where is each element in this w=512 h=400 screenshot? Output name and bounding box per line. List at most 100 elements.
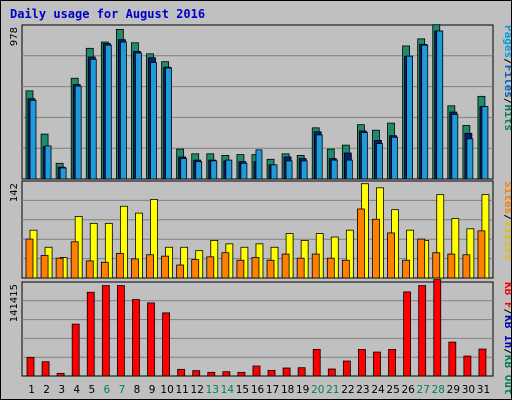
kb-bar [373,351,381,377]
pages-bar [89,58,97,180]
kb-bar [358,349,366,377]
kb-bar [448,341,457,377]
y-max-label: 141415 [9,284,20,322]
pages-bar [330,159,338,180]
sites-bar [115,253,124,279]
kb-bar [433,279,442,377]
visits-bar [436,194,445,279]
pages-bar [135,52,142,180]
pages-bar [345,159,353,180]
legend-entry: Sites [502,181,511,214]
x-tick-label: 5 [88,384,95,396]
kb-bar [177,368,186,377]
x-tick-label: 13 [206,384,219,396]
kb-bar [403,291,412,377]
x-tick-label: 4 [73,384,80,396]
pages-bar [315,134,323,180]
sites-bar [161,255,169,279]
pages-bar [165,67,172,180]
kb-bar [207,371,216,377]
pages-bar [481,106,489,180]
kb-bar [222,371,231,377]
kb-bar [101,285,110,377]
x-tick-label: 7 [119,384,126,396]
visits-bar [150,199,158,279]
sites-bar [70,241,79,279]
pages-bar [225,159,233,180]
sites-bar [266,259,275,279]
sites-bar [432,252,441,279]
x-tick-label: 24 [371,384,385,396]
sites-bar [357,208,365,279]
legend-entry: Hits [502,105,511,132]
x-tick-label: 16 [251,384,265,396]
sites-bar [206,256,215,279]
kb-bar [478,348,487,377]
sites-bar [221,252,230,279]
pages-bar [466,138,474,180]
pages-bar [195,161,203,180]
sites-bar [146,254,154,279]
kb-bar [56,372,65,377]
x-tick-label: 29 [447,384,460,396]
legend-entry: KB Out [502,355,511,395]
x-tick-label: 25 [386,384,399,396]
sites-bar [326,257,335,279]
sites-bar [341,259,350,279]
pages-bar [406,55,414,180]
visits-bar [89,222,98,279]
x-tick-label: 2 [43,384,50,396]
visits-bar [466,228,475,279]
visits-bar [180,246,189,279]
visits-bar [345,229,354,279]
visits-bar [119,205,128,279]
x-tick-label: 19 [296,384,309,396]
pages-bar [300,160,308,180]
sites-bar [25,238,34,279]
x-tick-label: 30 [462,384,475,396]
visits-bar [406,229,415,279]
pages-bar [421,44,429,180]
kb-bar [192,370,201,377]
pages-bar [376,143,383,180]
pages-bar [150,62,157,180]
x-tick-label: 3 [58,384,65,396]
x-tick-label: 21 [326,384,339,396]
sites-bar [131,258,139,279]
x-tick-label: 10 [160,384,173,396]
kb-bar [418,285,427,377]
kb-bar [71,323,80,377]
legend-entry: KB F [502,282,511,309]
legend-entry: / [502,214,511,221]
pages-bar [285,160,293,180]
y-max-label: 142 [9,183,20,202]
pages-bar [44,145,52,180]
chart-title: Daily usage for August 2016 [10,7,206,21]
visits-bar [104,222,113,279]
kb-bar [388,349,396,377]
sites-bar [296,257,305,279]
visits-bar [135,212,143,279]
x-tick-label: 31 [477,384,490,396]
sites-bar [40,255,49,279]
kb-bar [342,360,351,377]
sites-bar [402,259,411,279]
x-tick-label: 26 [401,384,415,396]
legend-entry: / [502,309,511,316]
kb-bar [86,291,95,377]
x-tick-label: 28 [432,384,445,396]
pages-bar [180,158,188,180]
kb-bar [132,299,140,377]
kb-bar [41,361,50,377]
x-tick-label: 15 [236,384,249,396]
kb-bar [327,368,336,377]
legend-entry: Visits [502,221,511,261]
x-tick-label: 22 [341,384,354,396]
sites-bar [417,238,426,279]
pages-bar [451,114,459,180]
sites-bar [55,257,64,279]
x-tick-label: 8 [134,384,141,396]
pages-bar [255,149,263,180]
kb-bar [297,367,306,377]
